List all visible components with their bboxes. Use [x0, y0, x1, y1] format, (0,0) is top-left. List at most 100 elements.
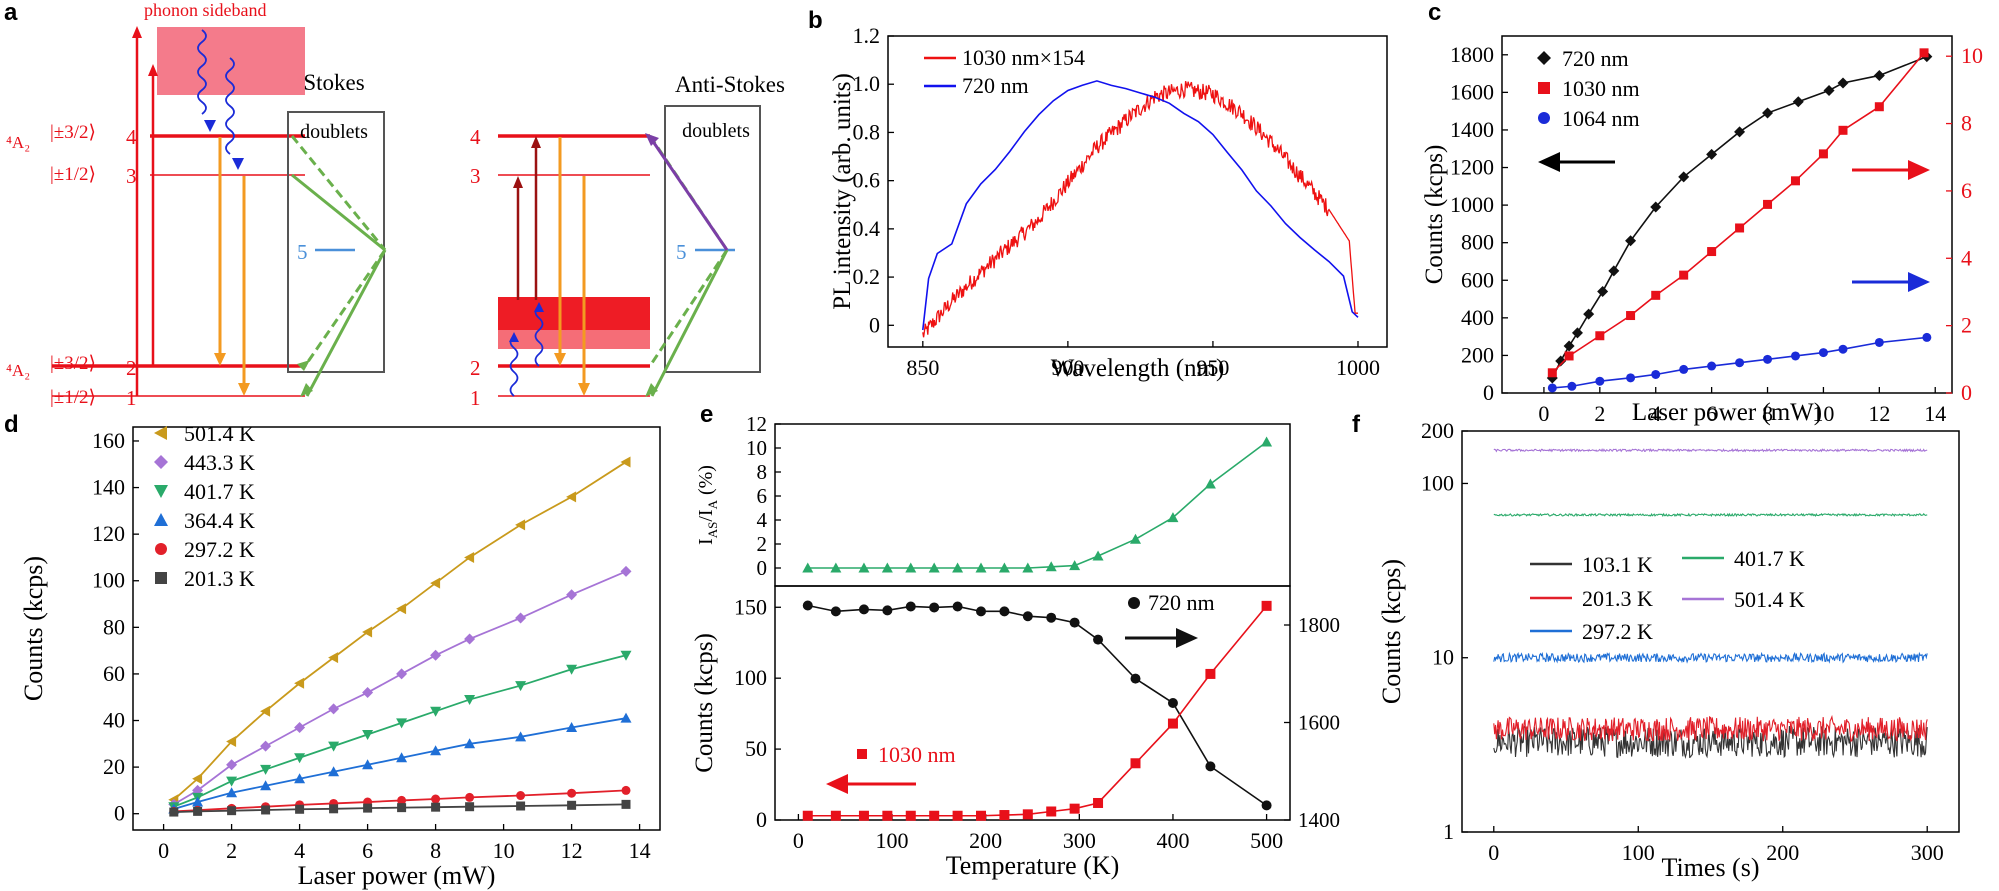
data-point — [515, 519, 526, 531]
data-point — [430, 649, 442, 661]
y-tick-label: 20 — [103, 754, 125, 779]
data-point — [1069, 617, 1080, 628]
data-point — [294, 773, 306, 784]
x-tick-label: 200 — [1766, 840, 1799, 865]
x-tick-label: 14 — [629, 838, 651, 863]
data-point — [567, 800, 577, 810]
as-level-1-label: 1 — [470, 386, 481, 410]
y-tick-label: 0.6 — [853, 168, 881, 193]
data-point — [464, 695, 476, 706]
y2-tick-label: 4 — [1961, 245, 1972, 270]
data-point — [328, 652, 339, 664]
stokes-doublets-label: doublets — [300, 121, 368, 143]
data-point — [328, 703, 340, 715]
data-point — [396, 718, 408, 729]
stokes-green-4 — [305, 249, 387, 397]
data-point — [1763, 354, 1773, 364]
series-line-1 — [922, 80, 1359, 331]
y-axis-title-part: I — [695, 538, 717, 545]
data-point — [226, 776, 238, 787]
data-point — [1707, 361, 1717, 371]
stokes-doublets-box — [287, 111, 385, 373]
y-tick-label: 0 — [114, 801, 125, 826]
blue-axis-arrowhead — [1908, 272, 1930, 292]
as-level-3-label: 3 — [470, 164, 481, 188]
x-axis-title: Wavelength (nm) — [1051, 355, 1225, 382]
data-point — [1595, 331, 1605, 341]
data-point — [1261, 436, 1273, 447]
data-point — [1069, 803, 1080, 814]
data-point — [620, 712, 632, 723]
x-tick-label: 8 — [430, 838, 441, 863]
series-line-0 — [807, 604, 1268, 807]
legend-marker — [1537, 51, 1551, 65]
data-point — [802, 562, 814, 573]
x-axis-title: Temperature (K) — [946, 851, 1120, 880]
legend-label: 443.3 K — [184, 450, 255, 475]
data-point — [396, 752, 408, 763]
x-tick-label: 6 — [362, 838, 373, 863]
data-point — [464, 738, 476, 749]
data-point — [1167, 512, 1179, 523]
data-point — [515, 681, 527, 692]
y-tick-label: 400 — [1461, 305, 1494, 330]
data-point — [1547, 368, 1557, 378]
arrow-720-head — [1176, 628, 1198, 648]
data-point — [362, 687, 374, 699]
x-tick-label: 4 — [1650, 401, 1661, 426]
legend-label: 720 nm — [962, 73, 1029, 98]
x-axis-title: Laser power (mW) — [298, 861, 496, 890]
data-point — [396, 603, 407, 615]
y-tick-label: 140 — [92, 475, 125, 500]
data-point — [1922, 332, 1932, 342]
x-tick-label: 100 — [876, 828, 909, 853]
legend-marker — [154, 485, 168, 498]
data-point — [929, 810, 940, 821]
legend-label: 201.3 K — [184, 566, 255, 591]
antistokes-title: Anti-Stokes — [675, 72, 785, 97]
as-wiggle-head-1 — [509, 332, 519, 342]
stokes-green-2 — [290, 135, 387, 251]
data-point — [295, 804, 305, 814]
data-point — [260, 780, 272, 791]
y-tick-label: 0.8 — [853, 119, 881, 144]
data-point — [952, 601, 963, 612]
trace-1 — [1493, 714, 1928, 742]
chart-e-counts: 0 100 200 300 400 500 0 50 100 150 1400 1600 1800 Tem… — [691, 585, 1340, 880]
data-point — [1093, 634, 1104, 645]
data-point — [976, 810, 986, 821]
state-pm32-upper: |±3/2⟩ — [50, 122, 96, 143]
fit-line-1 — [173, 570, 627, 806]
data-point — [566, 664, 578, 675]
data-point — [1583, 308, 1595, 320]
data-point — [328, 741, 340, 752]
y-tick-label: 0.2 — [853, 264, 881, 289]
y-tick-label: 100 — [92, 568, 125, 593]
data-point — [465, 802, 475, 812]
x-tick-label: 12 — [1868, 401, 1890, 426]
legend-label: 1030 nm×154 — [962, 45, 1085, 70]
y-axis-title: Counts (kcps) — [1421, 145, 1448, 285]
as-purple-head — [645, 133, 659, 146]
data-point — [620, 456, 631, 468]
y-tick-label: 1600 — [1450, 79, 1494, 104]
data-point — [431, 802, 441, 812]
data-point — [1547, 383, 1557, 393]
x-tick-label: 2 — [226, 838, 237, 863]
panel-f-label: f — [1352, 411, 1361, 438]
data-point — [905, 562, 917, 573]
y-tick-label: 1400 — [1450, 117, 1494, 142]
legend-label: 1064 nm — [1562, 106, 1640, 131]
x-axis-title: Times (s) — [1661, 853, 1759, 882]
red-axis-arrowhead — [1908, 160, 1930, 180]
data-point — [1678, 171, 1690, 183]
data-point — [328, 766, 340, 777]
x-tick-label: 10 — [1812, 401, 1834, 426]
data-point — [193, 806, 203, 816]
legend-label: 1030 nm — [1562, 76, 1640, 101]
data-point — [430, 706, 442, 717]
x-tick-label: 500 — [1250, 828, 1283, 853]
data-point — [1167, 698, 1178, 708]
x-tick-label: 2 — [1594, 401, 1605, 426]
